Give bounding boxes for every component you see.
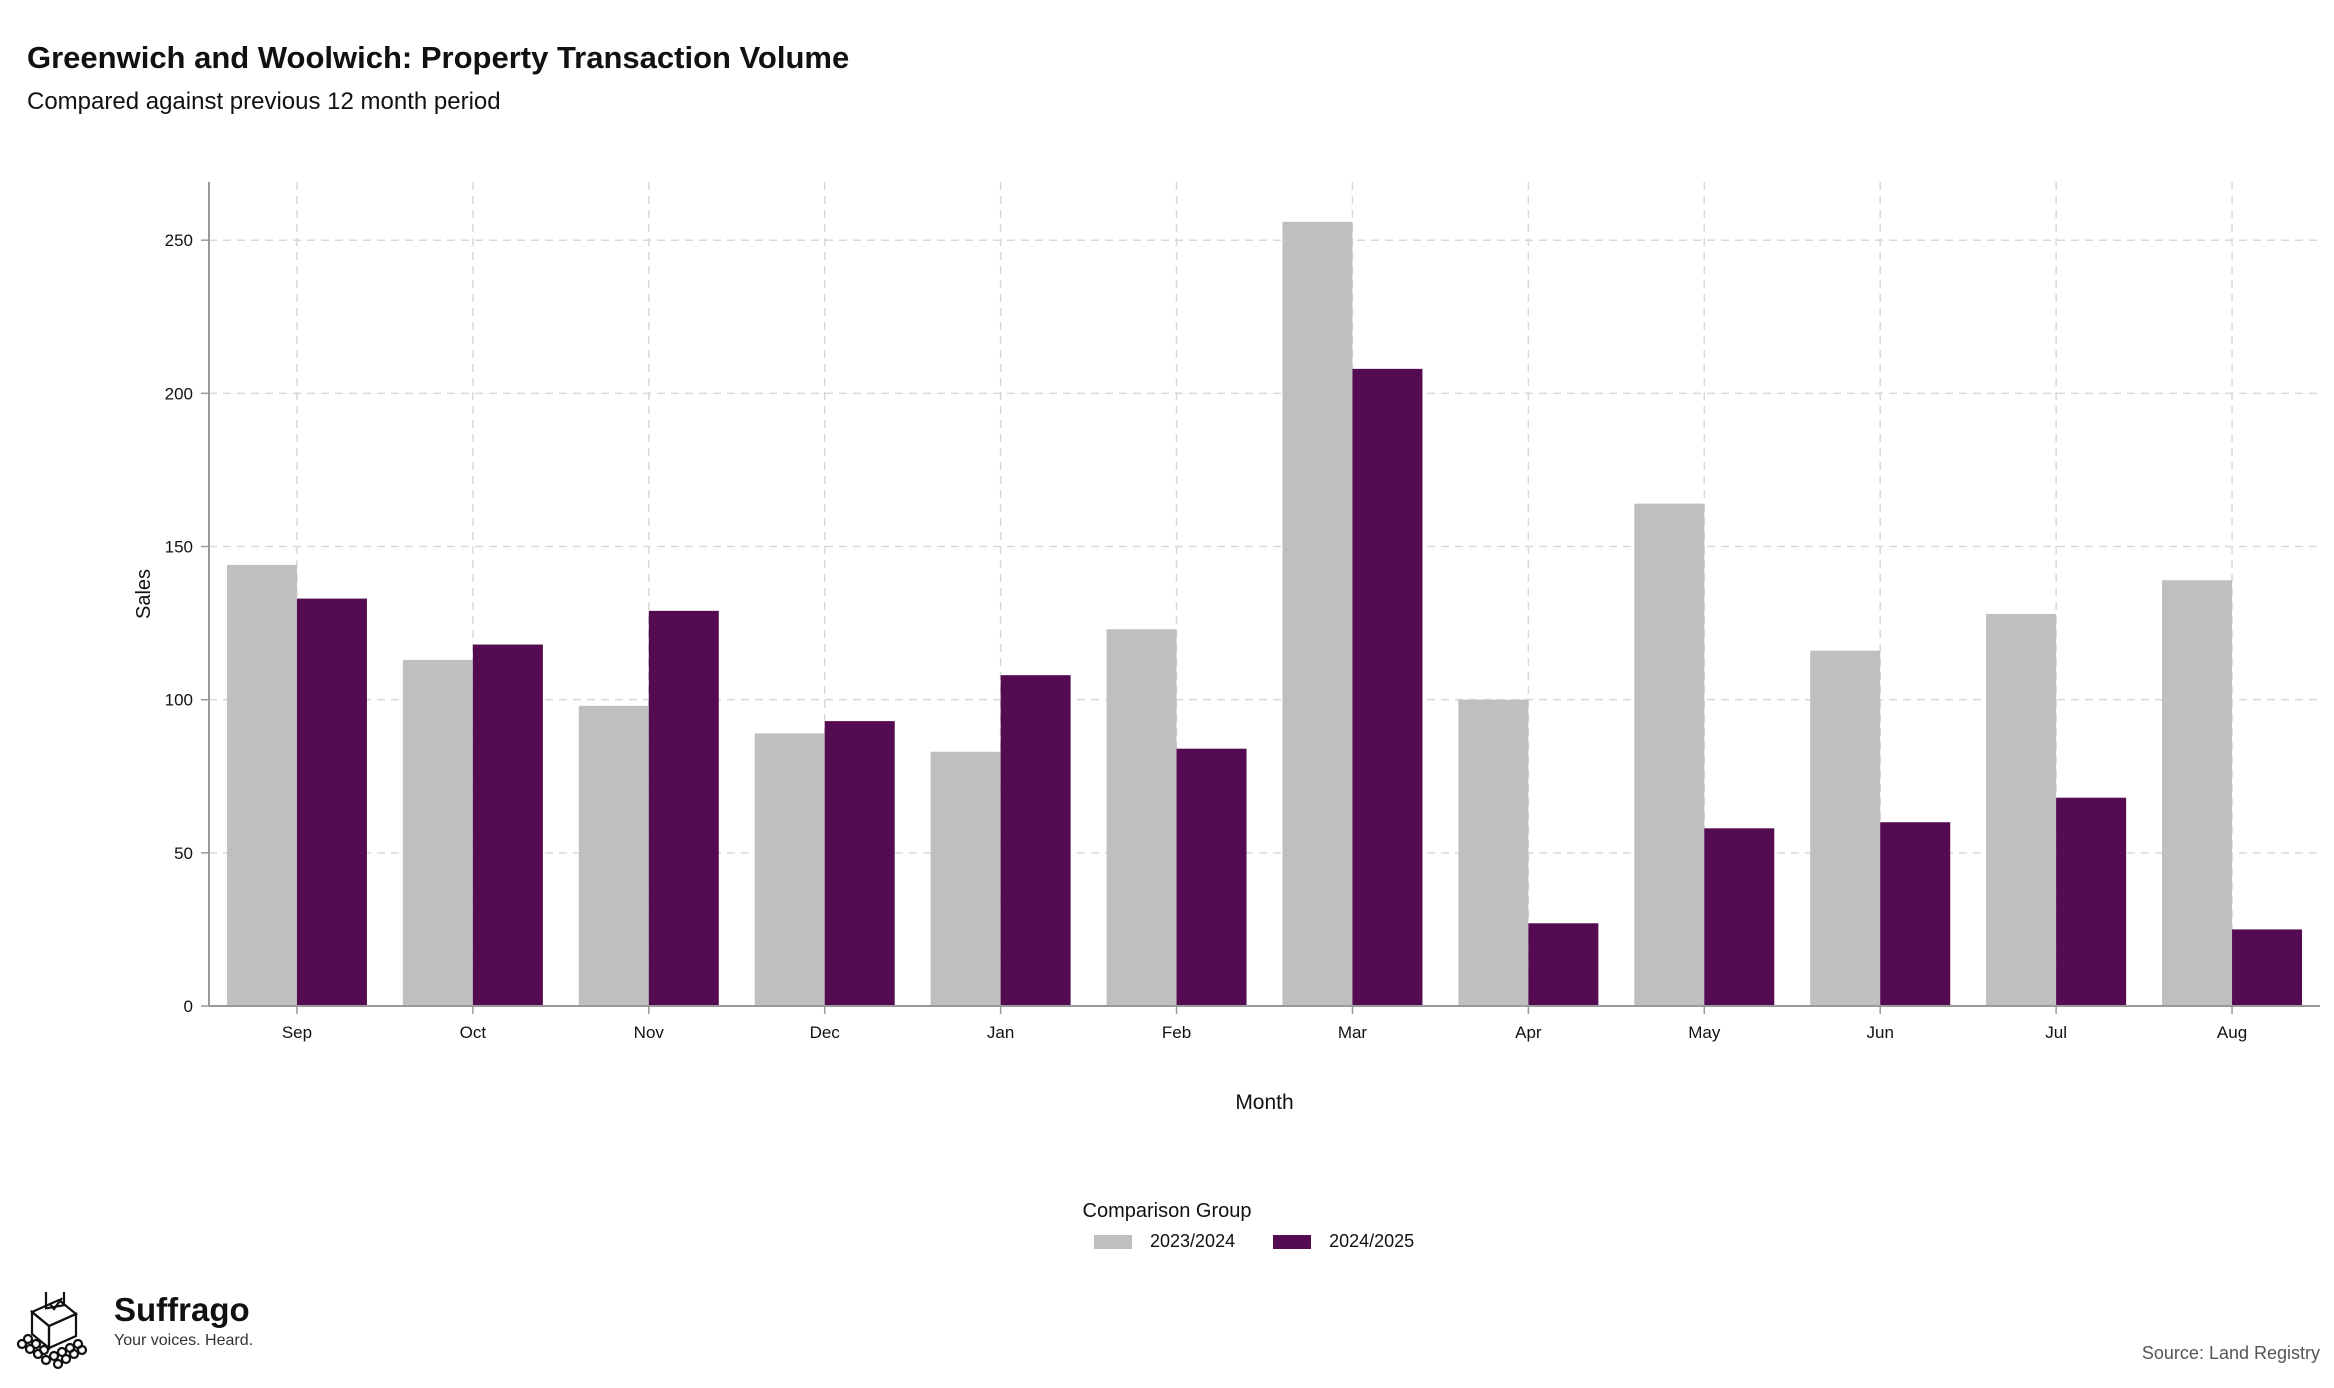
- x-tick-label: Oct: [460, 1023, 487, 1042]
- bar-series-2-sep: [296, 598, 367, 1006]
- legend-item-series-1: 2023/2024: [1094, 1231, 1235, 1252]
- y-tick-label: 50: [174, 844, 193, 863]
- bar-series-1-apr: [1458, 699, 1529, 1006]
- bar-series-1-sep: [226, 564, 297, 1006]
- bar-series-1-jan: [930, 751, 1001, 1006]
- bar-series-2-feb: [1176, 748, 1247, 1006]
- x-tick-label: Aug: [2217, 1023, 2247, 1042]
- y-tick-label: 100: [165, 691, 193, 710]
- x-tick-label: Sep: [282, 1023, 312, 1042]
- bar-chart: 0 50 100 150 200 250 Sep Oct Nov Dec Jan Feb Mar Apr M…: [133, 182, 2320, 1114]
- bar-series-1-jun: [1810, 650, 1881, 1006]
- chart-subtitle: Compared against previous 12 month perio…: [27, 88, 501, 115]
- bar-series-1-mar: [1282, 221, 1353, 1007]
- bar-series-2-nov: [648, 610, 719, 1006]
- y-tick-label: 150: [165, 538, 193, 557]
- legend-item-series-2: 2024/2025: [1273, 1231, 1414, 1252]
- y-axis-label: Sales: [133, 569, 155, 619]
- legend-label-series-1: 2023/2024: [1150, 1231, 1236, 1251]
- x-axis-label: Month: [1235, 1091, 1293, 1114]
- legend-label-series-2: 2024/2025: [1329, 1231, 1415, 1251]
- y-tick-label: 250: [165, 231, 193, 250]
- x-tick-label: May: [1688, 1023, 1721, 1042]
- x-tick-label: Jan: [987, 1023, 1014, 1042]
- x-tick-label: Jul: [2045, 1023, 2067, 1042]
- bar-series-2-jan: [1000, 675, 1071, 1006]
- bar-series-1-dec: [754, 733, 825, 1006]
- x-tick-label: Mar: [1338, 1023, 1368, 1042]
- bar-series-1-nov: [578, 705, 649, 1006]
- x-tick-label: Apr: [1515, 1023, 1542, 1042]
- bar-series-2-jul: [2056, 797, 2127, 1006]
- bar-series-2-dec: [824, 721, 895, 1006]
- y-tick-label: 0: [184, 997, 193, 1016]
- y-tick-label: 200: [165, 384, 193, 403]
- brand-tagline: Your voices. Heard.: [114, 1332, 254, 1349]
- ballot-box-icon: [16, 1292, 88, 1370]
- x-tick-label: Nov: [634, 1023, 665, 1042]
- x-tick-label: Feb: [1162, 1023, 1191, 1042]
- bar-series-2-jun: [1880, 822, 1951, 1006]
- bar-series-1-oct: [402, 659, 473, 1006]
- x-tick-label: Dec: [810, 1023, 841, 1042]
- source-note: Source: Land Registry: [2141, 1343, 2320, 1363]
- legend-swatch-series-2: [1273, 1234, 1312, 1249]
- bar-series-2-mar: [1352, 368, 1423, 1007]
- bar-series-1-may: [1634, 503, 1705, 1006]
- bar-series-1-jul: [1986, 613, 2057, 1006]
- bar-series-2-apr: [1528, 923, 1599, 1006]
- x-tick-label: Jun: [1866, 1023, 1893, 1042]
- bar-series-2-aug: [2232, 929, 2303, 1006]
- brand-name: Suffrago: [114, 1291, 250, 1328]
- bar-series-2-may: [1704, 828, 1775, 1006]
- chart-title: Greenwich and Woolwich: Property Transac…: [27, 40, 850, 75]
- legend-swatch-series-1: [1094, 1234, 1132, 1249]
- bar-series-1-aug: [2162, 580, 2233, 1006]
- bar-series-1-feb: [1106, 629, 1177, 1006]
- legend: 2023/2024 2024/2025: [1094, 1231, 1452, 1252]
- bar-series-2-oct: [472, 644, 543, 1006]
- legend-title: Comparison Group: [1082, 1200, 1252, 1222]
- brand-logo: Suffrago Your voices. Heard.: [14, 1292, 253, 1372]
